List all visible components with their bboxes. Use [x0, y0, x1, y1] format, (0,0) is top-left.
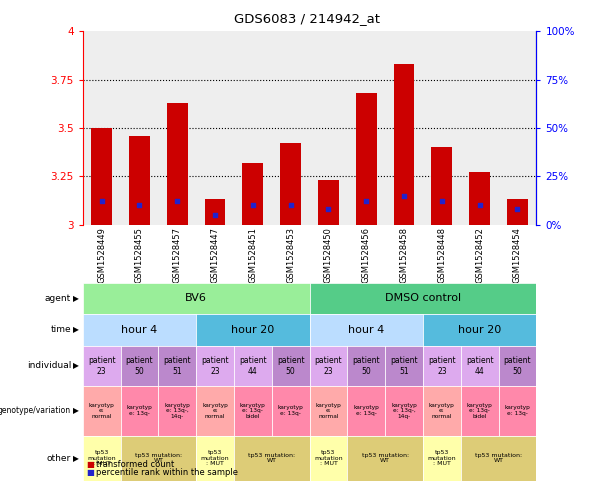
Text: ▶: ▶	[73, 454, 79, 463]
Text: patient
50: patient 50	[126, 356, 153, 375]
Text: tp53 mutation:
WT: tp53 mutation: WT	[135, 453, 182, 464]
Text: patient
51: patient 51	[390, 356, 418, 375]
Text: time: time	[50, 326, 71, 334]
Bar	[91, 128, 112, 225]
Text: patient
50: patient 50	[504, 356, 531, 375]
Point	[512, 205, 522, 213]
Bar	[243, 163, 263, 225]
Text: karyotyp
e: 13q-: karyotyp e: 13q-	[504, 405, 530, 416]
Text: individual: individual	[27, 361, 71, 370]
Text: ▶: ▶	[73, 326, 79, 334]
Point	[361, 198, 371, 205]
Point	[248, 201, 257, 209]
Bar	[318, 180, 339, 225]
Text: karyotyp
e: 13q-,
14q-: karyotyp e: 13q-, 14q-	[391, 402, 417, 419]
Text: ■: ■	[86, 468, 94, 477]
Text: karyotyp
e: 13q-: karyotyp e: 13q-	[126, 405, 153, 416]
Text: karyotyp
e: 13q-
bidel: karyotyp e: 13q- bidel	[240, 402, 266, 419]
Text: tp53
mutation
: MUT: tp53 mutation : MUT	[427, 450, 456, 467]
Bar	[394, 64, 414, 225]
Text: tp53
mutation
: MUT: tp53 mutation : MUT	[200, 450, 229, 467]
Point	[475, 201, 485, 209]
Text: hour 20: hour 20	[458, 325, 501, 335]
Point	[134, 201, 145, 209]
Text: transformed count: transformed count	[96, 459, 175, 469]
Text: tp53 mutation:
WT: tp53 mutation: WT	[248, 453, 295, 464]
Text: karyotyp
e:
normal: karyotyp e: normal	[316, 402, 341, 419]
Text: hour 4: hour 4	[348, 325, 384, 335]
Bar	[280, 143, 301, 225]
Text: patient
50: patient 50	[277, 356, 305, 375]
Point	[399, 192, 409, 199]
Point	[437, 198, 447, 205]
Text: patient
23: patient 23	[314, 356, 342, 375]
Text: tp53 mutation:
WT: tp53 mutation: WT	[362, 453, 409, 464]
Point	[172, 198, 182, 205]
Text: genotype/variation: genotype/variation	[0, 406, 71, 415]
Text: karyotyp
e:
normal: karyotyp e: normal	[202, 402, 228, 419]
Point	[324, 205, 333, 213]
Text: patient
44: patient 44	[239, 356, 267, 375]
Point	[286, 201, 295, 209]
Text: tp53
mutation
: MUT: tp53 mutation : MUT	[314, 450, 343, 467]
Text: karyotyp
e:
normal: karyotyp e: normal	[429, 402, 455, 419]
Text: DMSO control: DMSO control	[385, 293, 461, 303]
Bar	[167, 103, 188, 225]
Bar	[129, 136, 150, 225]
Point	[210, 211, 220, 219]
Text: karyotyp
e: 13q-
bidel: karyotyp e: 13q- bidel	[466, 402, 493, 419]
Bar	[507, 199, 528, 225]
Text: percentile rank within the sample: percentile rank within the sample	[96, 468, 238, 477]
Text: BV6: BV6	[185, 293, 207, 303]
Text: patient
23: patient 23	[201, 356, 229, 375]
Text: karyotyp
e:
normal: karyotyp e: normal	[89, 402, 115, 419]
Text: tp53
mutation
: MUT: tp53 mutation : MUT	[87, 450, 116, 467]
Text: patient
51: patient 51	[164, 356, 191, 375]
Text: ▶: ▶	[73, 294, 79, 303]
Text: ▶: ▶	[73, 361, 79, 370]
Text: patient
44: patient 44	[466, 356, 493, 375]
Text: ■: ■	[86, 459, 94, 469]
Text: karyotyp
e: 13q-,
14q-: karyotyp e: 13q-, 14q-	[164, 402, 190, 419]
Bar	[205, 199, 226, 225]
Text: tp53 mutation:
WT: tp53 mutation: WT	[475, 453, 522, 464]
Bar	[356, 93, 376, 225]
Text: ▶: ▶	[73, 406, 79, 415]
Text: agent: agent	[45, 294, 71, 303]
Text: other: other	[47, 454, 71, 463]
Text: hour 4: hour 4	[121, 325, 158, 335]
Text: karyotyp
e: 13q-: karyotyp e: 13q-	[278, 405, 303, 416]
Point	[97, 198, 107, 205]
Text: patient
23: patient 23	[428, 356, 455, 375]
Text: GDS6083 / 214942_at: GDS6083 / 214942_at	[234, 12, 379, 25]
Text: patient
23: patient 23	[88, 356, 115, 375]
Bar	[470, 172, 490, 225]
Bar	[432, 147, 452, 225]
Text: hour 20: hour 20	[231, 325, 275, 335]
Text: patient
50: patient 50	[352, 356, 380, 375]
Text: karyotyp
e: 13q-: karyotyp e: 13q-	[353, 405, 379, 416]
